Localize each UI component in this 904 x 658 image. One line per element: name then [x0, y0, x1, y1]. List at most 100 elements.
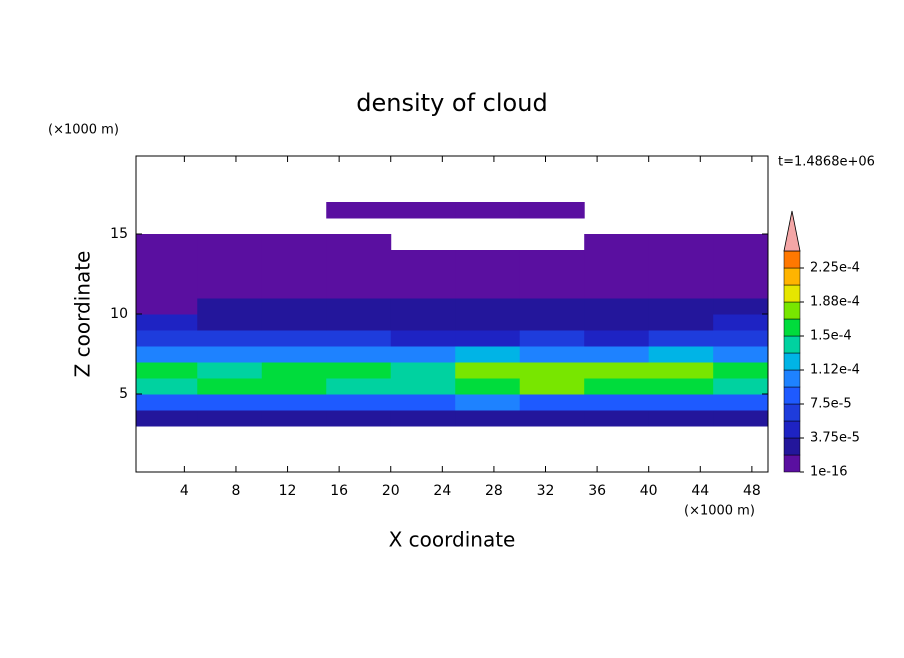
x-tick-label: 44 — [691, 483, 709, 499]
field-cell — [261, 234, 327, 251]
field-cell — [455, 314, 521, 331]
colorbar-label: 3.75e-5 — [810, 431, 860, 446]
field-cell — [455, 394, 521, 411]
field-cell — [455, 330, 521, 347]
colorbar-box — [783, 352, 801, 371]
field-cell — [455, 378, 521, 395]
field-cell — [261, 298, 327, 315]
field-cell — [197, 298, 263, 315]
field-cell — [197, 250, 263, 267]
field-cell — [261, 250, 327, 267]
field-cell — [648, 394, 714, 411]
field-cell — [390, 346, 456, 363]
field-cell — [584, 410, 650, 427]
field-cell — [326, 314, 392, 331]
field-cell — [261, 378, 327, 395]
y-axis-label: Z coordinate — [71, 251, 95, 378]
field-cell — [713, 410, 768, 427]
field-cell — [713, 346, 768, 363]
field-cell — [455, 202, 521, 219]
field-cell — [136, 314, 198, 331]
field-cell — [326, 250, 392, 267]
field-cell — [326, 202, 392, 219]
field-cell — [261, 346, 327, 363]
x-tick-label: 40 — [640, 483, 658, 499]
field-cell — [584, 330, 650, 347]
field-cell — [136, 266, 198, 283]
field-cell — [136, 346, 198, 363]
x-tick-label: 4 — [180, 483, 189, 499]
field-cell — [713, 266, 768, 283]
field-cell — [584, 298, 650, 315]
field-cell — [136, 394, 198, 411]
x-tick-label: 24 — [433, 483, 451, 499]
field-cell — [326, 266, 392, 283]
field-cell — [197, 362, 263, 379]
x-tick-label: 32 — [537, 483, 555, 499]
chart-title: density of cloud — [356, 89, 547, 117]
colorbar-box — [783, 437, 801, 456]
field-cell — [136, 410, 198, 427]
colorbar-extend — [783, 210, 801, 252]
field-cell — [390, 282, 456, 299]
field-cell — [455, 410, 521, 427]
field-cell — [197, 282, 263, 299]
field-cell — [584, 378, 650, 395]
y-tick-label: 5 — [119, 386, 128, 402]
field-cell — [261, 266, 327, 283]
field-cell — [584, 362, 650, 379]
field-cell — [197, 410, 263, 427]
field-cell — [326, 362, 392, 379]
colorbar-box — [783, 301, 801, 320]
field-cell — [519, 346, 585, 363]
field-cell — [455, 282, 521, 299]
field-cell — [390, 250, 456, 267]
field-cell — [519, 202, 585, 219]
colorbar-label: 1.88e-4 — [810, 295, 860, 310]
field-cell — [136, 362, 198, 379]
x-tick-label: 28 — [485, 483, 503, 499]
colorbar-label: 1.12e-4 — [810, 363, 860, 378]
field-cell — [261, 314, 327, 331]
field-cell — [584, 394, 650, 411]
colorbar-box — [783, 420, 801, 439]
field-cell — [136, 298, 198, 315]
colorbar-box — [783, 318, 801, 337]
field-cell — [326, 394, 392, 411]
field-cell — [197, 330, 263, 347]
field-cell — [390, 410, 456, 427]
field-cell — [519, 362, 585, 379]
field — [136, 202, 768, 427]
plot-frame — [135, 155, 769, 473]
field-cell — [390, 202, 456, 219]
field-cell — [326, 282, 392, 299]
field-cell — [197, 394, 263, 411]
field-cell — [390, 394, 456, 411]
field-cell — [326, 346, 392, 363]
field-cell — [519, 378, 585, 395]
field-cell — [455, 266, 521, 283]
field-cell — [519, 266, 585, 283]
y-tick-label: 10 — [110, 306, 128, 322]
field-cell — [648, 378, 714, 395]
x-tick-label: 20 — [382, 483, 400, 499]
colorbar-box — [783, 335, 801, 354]
field-cell — [519, 330, 585, 347]
field-cell — [197, 346, 263, 363]
field-cell — [584, 346, 650, 363]
field-cell — [326, 410, 392, 427]
field-cell — [326, 298, 392, 315]
field-cell — [455, 362, 521, 379]
field-cell — [584, 314, 650, 331]
field-cell — [648, 298, 714, 315]
axes — [136, 156, 768, 472]
field-cell — [261, 362, 327, 379]
field-cell — [136, 378, 198, 395]
colorbar-box — [783, 386, 801, 405]
field-cell — [648, 410, 714, 427]
time-annotation: t=1.4868e+06 — [778, 155, 875, 170]
field-cell — [519, 314, 585, 331]
field-cell — [713, 330, 768, 347]
x-tick-label: 16 — [330, 483, 348, 499]
y-tick-label: 15 — [110, 226, 128, 242]
